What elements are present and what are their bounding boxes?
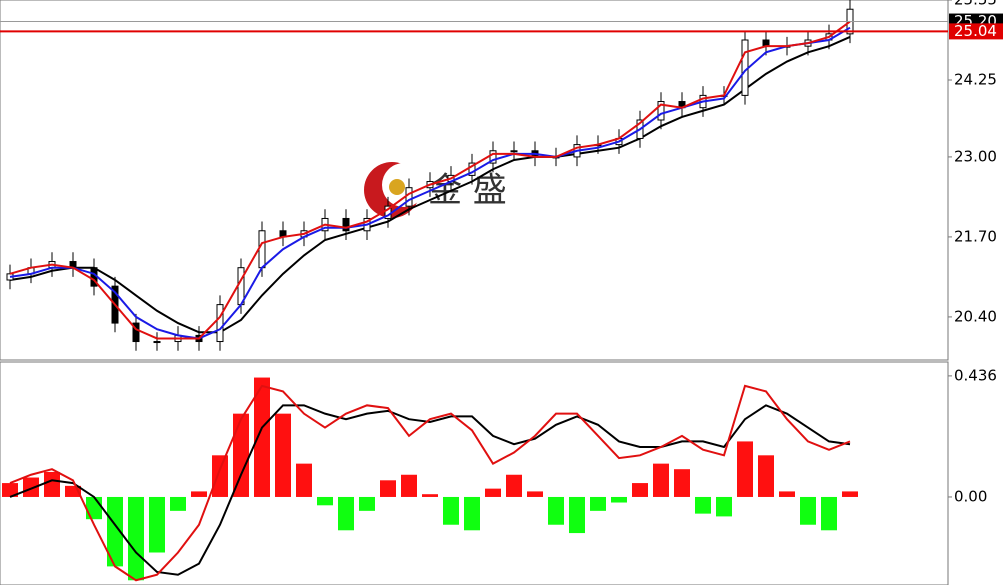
price-label-box [949, 23, 1003, 40]
histogram-bar [401, 474, 417, 497]
indicator-line [9, 384, 851, 582]
histogram-bar [569, 496, 585, 534]
histogram-bar [674, 469, 690, 497]
histogram-bar [23, 477, 39, 497]
candle-body [342, 217, 350, 232]
histogram-bar [191, 491, 207, 497]
histogram-bar [653, 463, 669, 497]
histogram-bar [317, 496, 333, 506]
candle-body [657, 101, 665, 121]
histogram-bar [758, 455, 774, 497]
histogram-bar [737, 441, 753, 497]
histogram-bar [527, 491, 543, 497]
y-tick-label: 0.436 [954, 366, 997, 384]
histogram-bar [800, 496, 816, 525]
histogram-bar [422, 494, 438, 497]
histogram-bar [65, 485, 81, 497]
histogram-bar [821, 496, 837, 531]
histogram-bar [170, 496, 186, 511]
histogram-bar [485, 488, 501, 497]
histogram-bar [149, 496, 165, 553]
y-tick-label: 25.55 [954, 0, 997, 9]
histogram-bar [212, 455, 228, 497]
indicator-line [9, 404, 851, 576]
candle-body [468, 162, 476, 176]
y-tick-label: 23.00 [954, 147, 997, 165]
histogram-bar [464, 496, 480, 531]
candle-body [153, 341, 161, 344]
histogram-bar [506, 474, 522, 497]
y-tick-label: 0.00 [954, 487, 987, 505]
histogram-bar [254, 377, 270, 497]
histogram-bar [275, 413, 291, 497]
histogram-bar [716, 496, 732, 517]
candle-body [405, 187, 413, 207]
indicator-line [9, 26, 851, 340]
indicator-line [9, 20, 851, 340]
histogram-bar [779, 491, 795, 497]
histogram-bar [86, 496, 102, 520]
y-tick-label: 24.25 [954, 71, 997, 89]
histogram-bar [443, 496, 459, 525]
candle-body [489, 150, 497, 164]
histogram-bar [44, 471, 60, 497]
histogram-bar [590, 496, 606, 511]
histogram-bar [380, 480, 396, 497]
histogram-bar [842, 491, 858, 497]
candle-body [132, 322, 140, 343]
y-tick-label: 21.70 [954, 227, 997, 245]
histogram-bar [632, 483, 648, 497]
indicator-line [9, 36, 851, 334]
histogram-bar [2, 483, 18, 497]
histogram-bar [611, 496, 627, 503]
histogram-bar [233, 413, 249, 497]
histogram-bar [107, 496, 123, 567]
histogram-bar [548, 496, 564, 525]
y-tick-label: 20.40 [954, 307, 997, 325]
price-label: 25.04 [954, 22, 997, 40]
candle-body [216, 304, 224, 343]
histogram-bar [695, 496, 711, 514]
histogram-bar [128, 496, 144, 581]
candle-body [258, 230, 266, 269]
watermark: 金 盛 [428, 171, 507, 211]
histogram-bar [359, 496, 375, 511]
candle-body [510, 150, 518, 153]
histogram-bar [338, 496, 354, 531]
histogram-bar [296, 463, 312, 497]
